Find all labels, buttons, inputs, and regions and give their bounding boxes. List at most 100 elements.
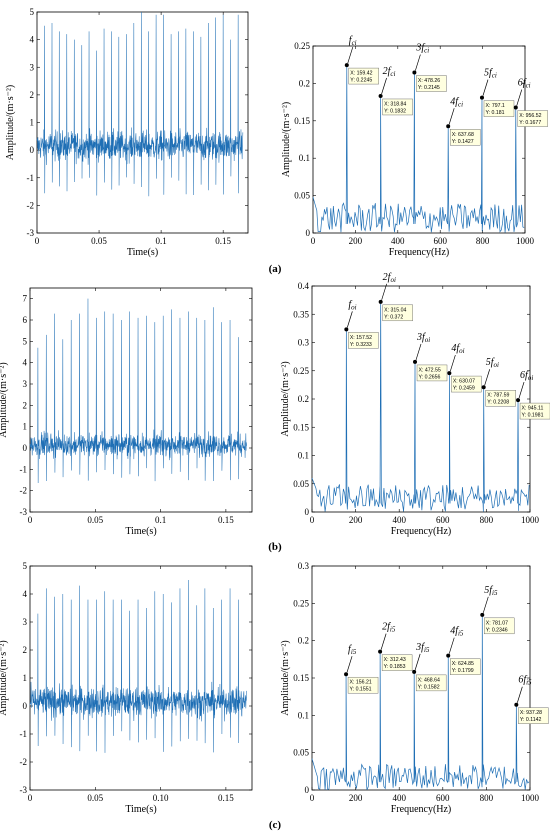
peak-label: foi: [348, 299, 356, 311]
data-tip-x: X: 937.28: [520, 710, 542, 716]
y-tick-label: 4: [23, 589, 28, 599]
x-axis-label: Frequency(Hz): [391, 804, 452, 815]
y-tick-label: -3: [20, 507, 28, 517]
peak-marker: [344, 327, 349, 332]
peak-arrow: [484, 369, 491, 386]
peak-label: 4foi: [451, 343, 464, 355]
spectrum-line: [311, 614, 530, 791]
data-tip: X: 478.26Y: 0.2145: [416, 75, 447, 92]
peak-marker: [344, 63, 349, 68]
peak-marker: [378, 93, 383, 98]
peak-label: 5foi: [486, 357, 499, 369]
peak-marker: [412, 669, 417, 674]
y-axis-label: Amplitude/(m·s⁻²): [0, 362, 9, 438]
y-tick-label: -3: [20, 785, 28, 795]
y-tick-label: 0.2: [298, 394, 309, 404]
y-tick-label: 0.2: [299, 78, 310, 88]
data-tip-y: Y: 0.1142: [520, 717, 542, 723]
x-tick-label: 0.1: [155, 236, 166, 246]
data-tip-y: Y: 0.2245: [350, 78, 372, 84]
x-axis-label: Frequency(Hz): [389, 247, 450, 258]
x-tick-label: 800: [480, 793, 494, 803]
peak-arrow: [482, 596, 489, 613]
data-tip-box: [518, 707, 549, 724]
x-tick-label: 600: [436, 515, 450, 525]
y-tick-label: 5: [30, 7, 35, 17]
x-tick-label: 600: [433, 236, 447, 246]
x-tick-label: 200: [349, 515, 363, 525]
peak-marker: [446, 124, 451, 129]
data-tip-x: X: 787.59: [487, 393, 509, 399]
x-tick-label: 0.05: [87, 515, 103, 525]
y-tick-label: 0: [306, 228, 311, 238]
y-tick-label: 4: [23, 358, 28, 368]
data-tip-y: Y: 0.1853: [384, 664, 406, 670]
data-tip-box: [347, 676, 379, 694]
x-tick-label: 0.15: [215, 236, 231, 246]
y-tick-label: -2: [27, 200, 35, 210]
x-tick-label: 0.05: [87, 793, 103, 803]
plot-area: [29, 287, 253, 513]
y-tick-label: 0.4: [298, 281, 310, 291]
panel-label: (b): [268, 541, 282, 553]
y-tick-label: 0: [305, 785, 310, 795]
peak-marker: [479, 95, 484, 100]
y-tick-label: -3: [27, 228, 35, 238]
x-tick-label: 0: [311, 236, 316, 246]
y-tick-label: 0.1: [298, 710, 309, 720]
peak-marker: [447, 371, 452, 376]
signal-line: [36, 11, 244, 197]
data-tip: X: 315.04Y: 0.372: [382, 304, 413, 322]
y-axis-label: Amplitude/(m·s⁻²): [280, 361, 291, 437]
data-tip-box: [449, 129, 481, 146]
x-tick-label: 800: [476, 236, 490, 246]
signal-line: [29, 579, 247, 753]
x-tick-label: 0: [28, 793, 33, 803]
data-tip-y: Y: 0.3233: [350, 342, 372, 348]
x-tick-label: 0.10: [153, 793, 169, 803]
peak-arrow: [448, 108, 455, 125]
y-tick-label: -2: [20, 757, 28, 767]
panel-label: (a): [269, 263, 282, 275]
data-tip-box: [483, 100, 515, 117]
y-tick-label: 4: [30, 35, 35, 45]
peak-marker: [480, 612, 485, 617]
y-tick-label: 0.25: [293, 598, 309, 608]
peak-arrow: [450, 354, 456, 372]
data-tip-x: X: 637.68: [452, 132, 474, 138]
x-tick-label: 1000: [521, 515, 540, 525]
data-tip-box: [381, 654, 413, 671]
data-tip-y: Y: 0.2208: [487, 400, 509, 406]
plot-area: [36, 11, 249, 234]
x-tick-label: 0.15: [218, 793, 234, 803]
peak-marker: [516, 398, 521, 403]
y-tick-label: 0.1: [298, 451, 309, 461]
x-axis-label: Frequency(Hz): [391, 526, 452, 537]
data-tip-box: [485, 390, 516, 407]
x-tick-label: 800: [480, 515, 494, 525]
y-axis-label: Amplitude/(m·s⁻²): [5, 85, 16, 161]
y-tick-label: -1: [20, 729, 28, 739]
data-tip-y: Y: 0.1582: [418, 684, 440, 690]
x-tick-label: 0: [28, 515, 33, 525]
peak-arrow: [415, 54, 421, 71]
x-tick-label: 1000: [516, 236, 535, 246]
y-tick-label: -2: [20, 486, 28, 496]
peak-marker: [514, 702, 519, 707]
data-tip: X: 159.42Y: 0.2245: [348, 67, 379, 85]
y-tick-label: 0.3: [298, 338, 310, 348]
y-tick-label: 5: [23, 336, 28, 346]
x-tick-label: 400: [391, 236, 405, 246]
data-tip-x: X: 630.07: [453, 379, 475, 385]
data-tip-x: X: 472.55: [419, 367, 441, 373]
data-tip-y: Y: 0.1677: [519, 120, 541, 126]
x-tick-label: 0: [310, 515, 315, 525]
x-tick-label: 0.15: [218, 515, 234, 525]
y-tick-label: 1: [23, 422, 28, 432]
data-tip-box: [348, 67, 379, 85]
y-tick-label: 3: [23, 379, 28, 389]
x-tick-label: 600: [436, 793, 450, 803]
data-tip-x: X: 624.85: [452, 661, 474, 667]
peak-marker: [344, 672, 349, 677]
x-tick-label: 1000: [521, 793, 540, 803]
